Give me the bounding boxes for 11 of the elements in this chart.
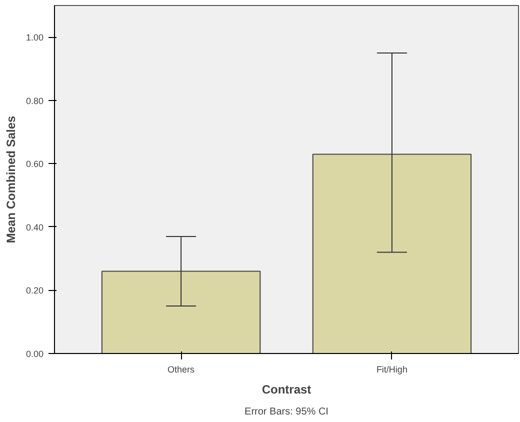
y-tick-label: 0.80 [26, 96, 44, 106]
y-tick-label: 1.00 [26, 32, 44, 43]
x-axis-title: Contrast [262, 382, 312, 396]
x-tick-label: Fit/High [376, 364, 408, 374]
y-tick-label: 0.40 [26, 222, 44, 232]
y-tick-label: 0.00 [26, 349, 44, 359]
y-tick-label: 0.20 [26, 286, 44, 296]
y-axis-title: Mean Combined Sales [4, 115, 18, 244]
x-tick-label: Others [168, 364, 196, 374]
y-tick-label: 0.60 [26, 159, 44, 170]
text: Error Bars: 95% CI [244, 406, 328, 418]
